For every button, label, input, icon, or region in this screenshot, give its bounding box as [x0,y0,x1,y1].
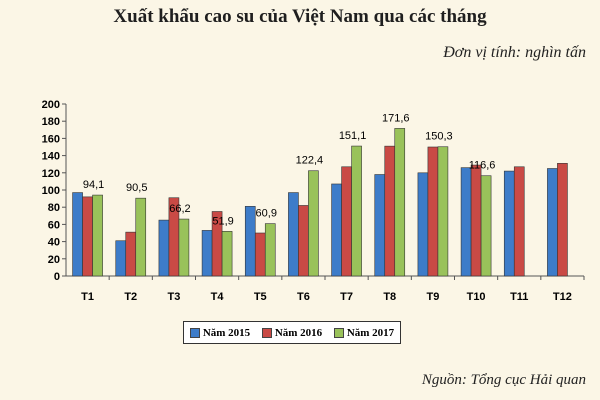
data-label-t3: 66,2 [169,203,190,215]
chart-axes: 0 20 40 60 80 100 120 140 160 180 200 T1 T2 T3 T4 T5 T6 T… [42,99,585,303]
y-tick-label: 100 [42,185,60,197]
x-tick-label: T5 [254,291,267,303]
bar-năm-2015-t6 [288,192,299,277]
data-label-t8: 171,6 [382,112,410,124]
bar-năm-2016-t6 [298,205,309,277]
bar-năm-2017-t3 [178,218,190,277]
bar-năm-2016-t2 [125,231,137,277]
bar-năm-2015-t11 [503,170,515,277]
bar-năm-2017-t5 [264,223,276,277]
bar-năm-2015-t12 [547,168,558,277]
y-tick-label: 160 [42,133,60,145]
data-label-t4: 51,9 [212,215,233,227]
x-tick-label: T2 [124,291,137,303]
bar-năm-2015-t5 [244,206,256,277]
x-tick-label: T11 [510,291,528,303]
bar-năm-2017-t6 [308,170,319,277]
bar-năm-2017-t7 [351,145,362,277]
bar-năm-2015-t9 [417,172,429,277]
legend-swatch-2016 [261,327,272,338]
legend-label-2017: Năm 2017 [346,326,395,339]
y-tick-label: 0 [54,271,60,283]
bar-năm-2017-t8 [394,128,406,277]
bar-năm-2015-t3 [158,219,170,277]
bar-năm-2015-t4 [201,230,213,277]
y-tick-label: 140 [42,151,60,163]
bar-năm-2017-t4 [221,231,233,277]
legend-item-2017: Năm 2017 [333,326,395,339]
data-label-t1: 94,1 [83,179,104,191]
x-tick-label: T3 [167,291,180,303]
data-label-t5: 60,9 [256,208,277,220]
bar-năm-2015-t1 [72,192,83,277]
y-tick-label: 200 [42,99,60,111]
x-tick-label: T1 [81,291,94,303]
chart-bars [72,128,568,277]
legend-label-2015: Năm 2015 [202,326,251,339]
bar-năm-2015-t7 [331,183,342,277]
bar-năm-2015-t8 [374,174,386,277]
bar-năm-2015-t2 [115,240,127,277]
bar-năm-2017-t9 [437,146,449,277]
bar-năm-2016-t12 [557,163,568,277]
bar-năm-2016-t5 [254,232,266,277]
y-tick-label: 180 [42,116,60,128]
x-tick-label: T7 [340,291,353,303]
x-tick-label: T9 [426,291,439,303]
legend-swatch-2017 [333,327,344,338]
source-note: Nguồn: Tổng cục Hải quan [421,372,586,388]
data-label-t10: 116,6 [469,160,496,172]
y-tick-label: 60 [48,219,60,231]
x-tick-label: T10 [467,291,486,303]
bar-năm-2017-t10 [480,175,492,277]
x-tick-label: T4 [211,291,225,303]
legend-item-2016: Năm 2016 [261,326,323,339]
data-label-t6: 122,4 [296,155,324,167]
bar-năm-2016-t7 [341,166,352,277]
x-tick-label: T6 [297,291,310,303]
bar-năm-2017-t2 [135,197,147,277]
y-tick-label: 40 [48,237,60,249]
legend-label-2016: Năm 2016 [274,326,323,339]
chart-labels: 94,1 90,5 66,2 51,9 60,9 122,4 151,1 171,6 150,3… [83,112,496,227]
legend-item-2015: Năm 2015 [189,326,251,339]
bar-năm-2016-t10 [470,164,482,277]
bar-năm-2016-t1 [82,196,93,277]
chart-legend: Năm 2015 Năm 2016 Năm 2017 [183,321,401,344]
bar-năm-2015-t10 [460,167,472,277]
y-tick-label: 120 [42,168,60,180]
bar-năm-2016-t9 [427,146,439,277]
data-label-t9: 150,3 [425,131,453,143]
chart-title: Xuất khẩu cao su của Việt Nam qua các th… [113,6,487,27]
y-tick-label: 80 [48,202,60,214]
x-tick-label: T8 [383,291,396,303]
y-tick-label: 20 [48,254,60,266]
bar-năm-2016-t11 [513,166,525,277]
x-tick-label: T12 [553,291,572,303]
legend-swatch-2015 [189,327,200,338]
data-label-t7: 151,1 [339,130,367,142]
unit-label: Đơn vị tính: nghìn tấn [443,44,586,61]
bar-năm-2016-t8 [384,145,396,277]
bar-năm-2017-t1 [92,194,103,277]
data-label-t2: 90,5 [126,182,147,194]
